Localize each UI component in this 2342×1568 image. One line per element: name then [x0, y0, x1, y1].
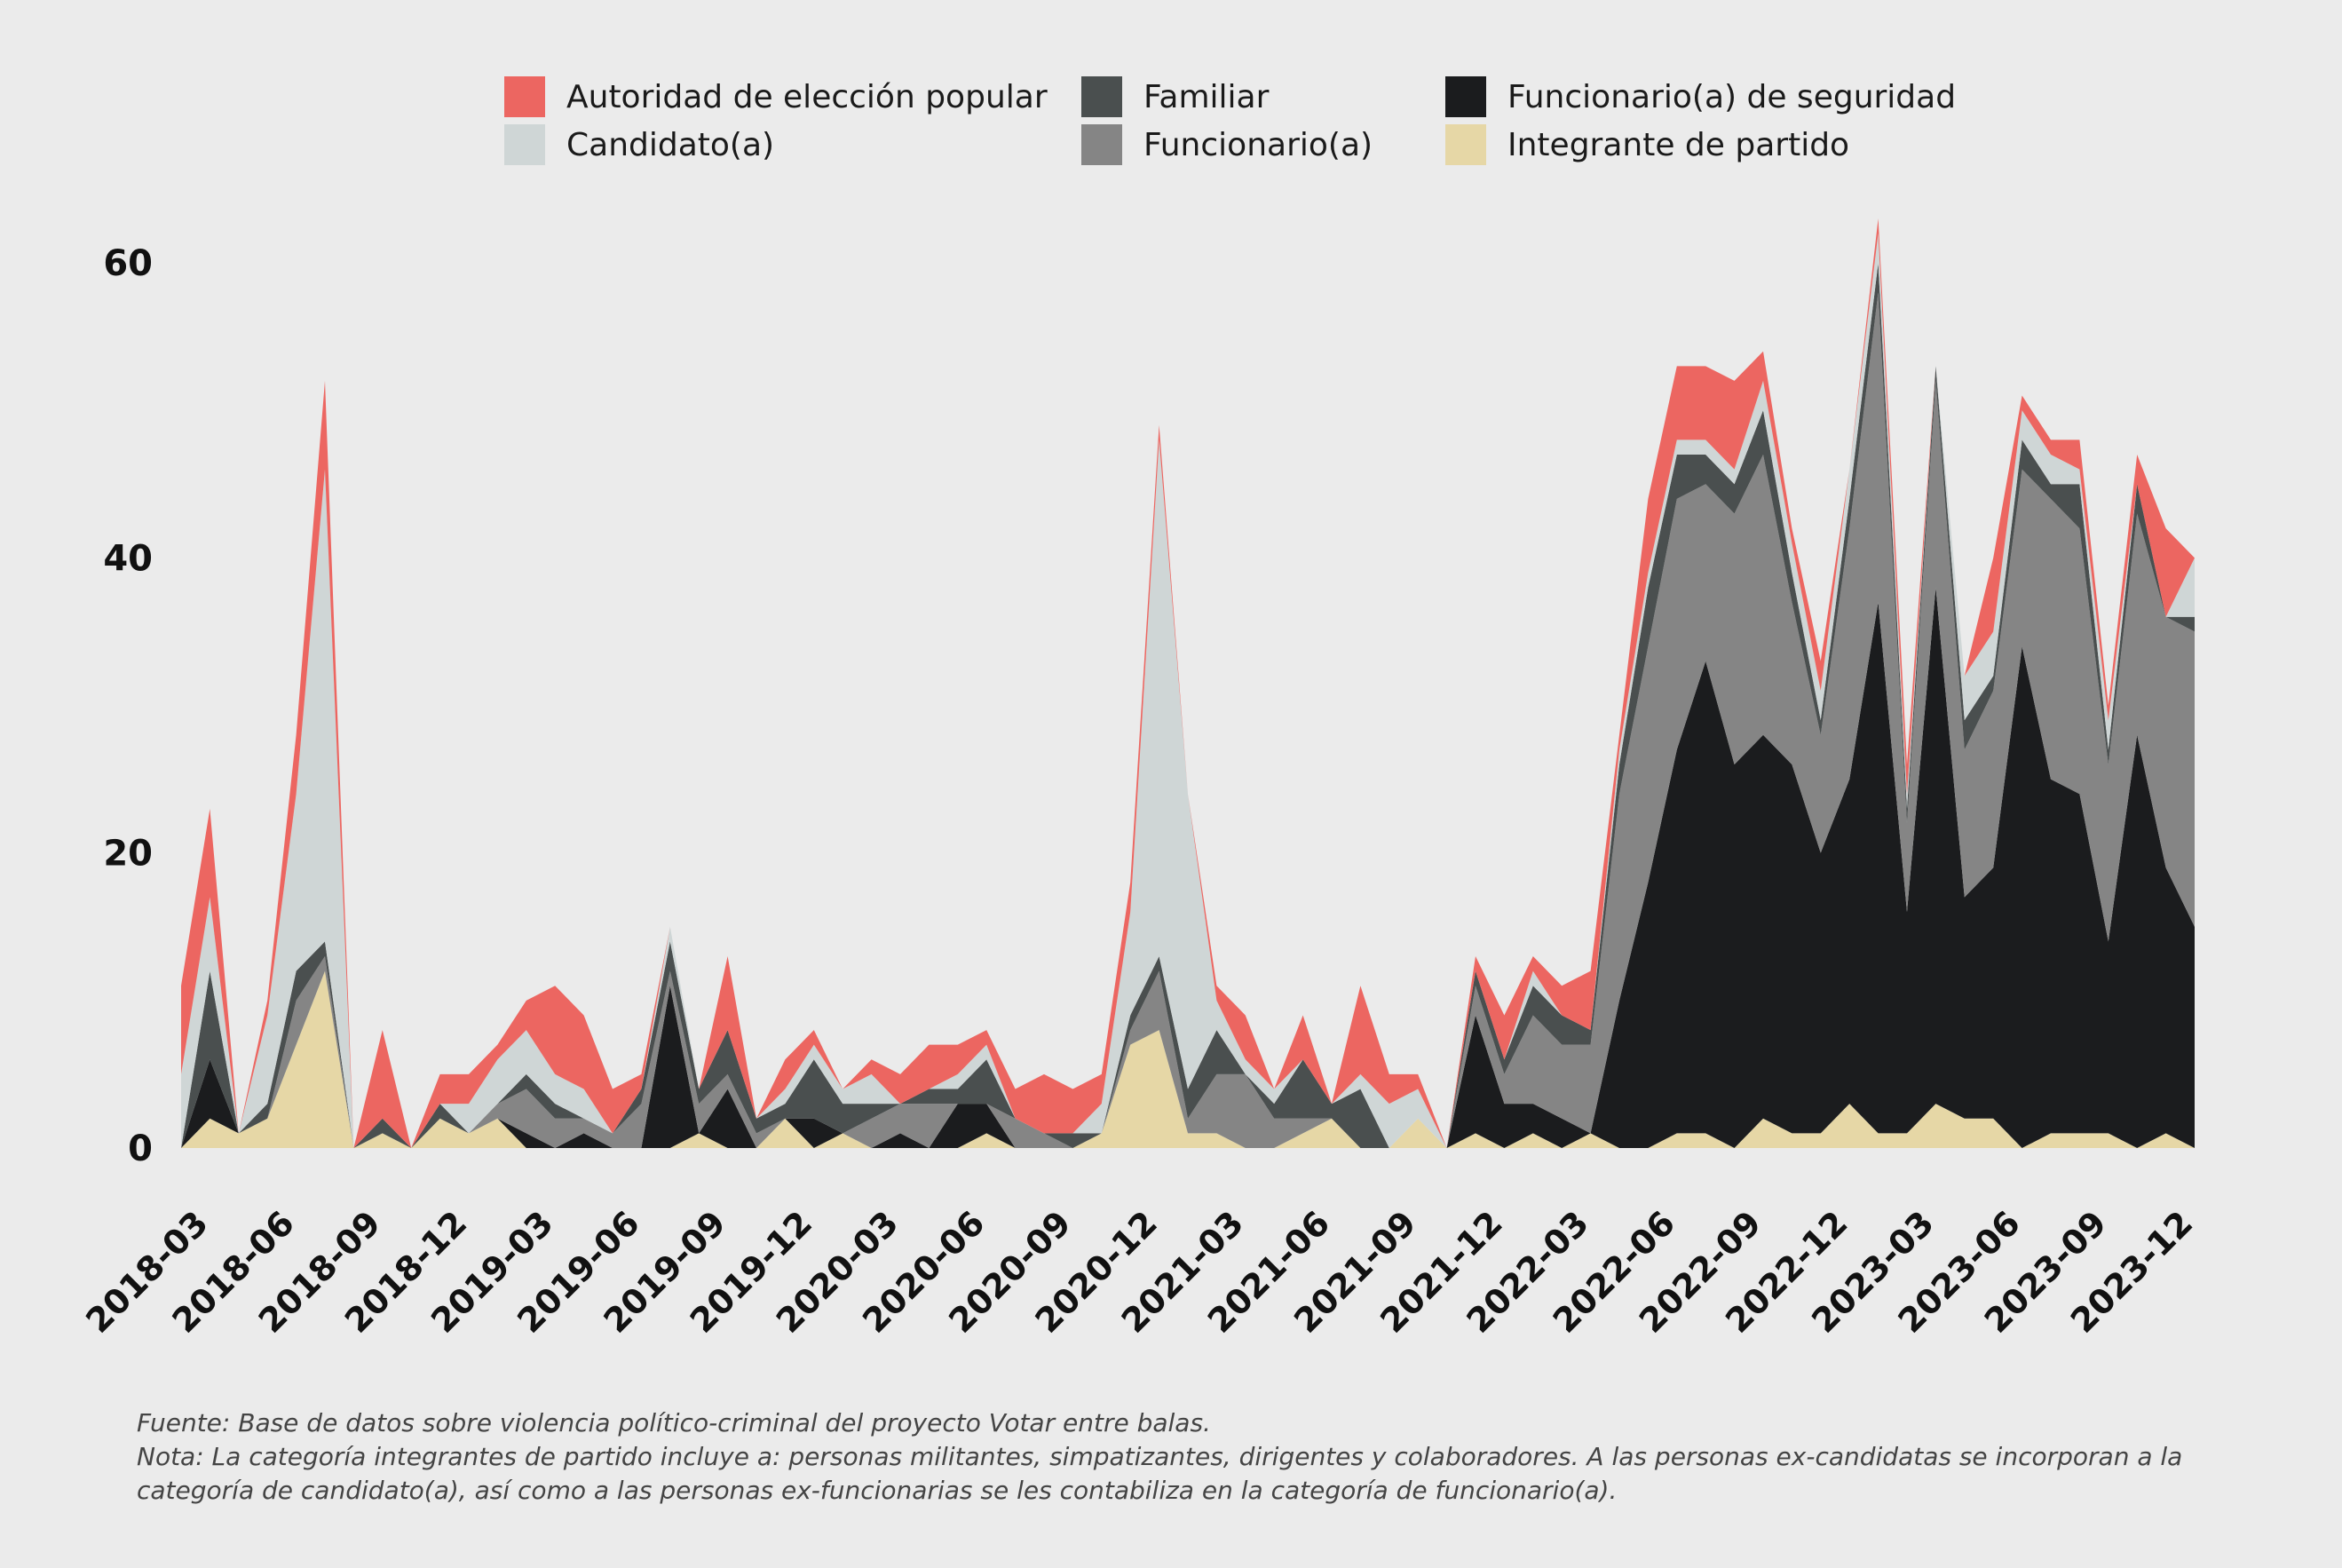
area-series-0 — [181, 970, 2195, 1148]
legend-label: Integrante de partido — [1507, 126, 1850, 163]
area-series-group — [181, 218, 2195, 1149]
legend-swatch-icon — [1081, 76, 1122, 117]
area-series-5 — [181, 218, 2195, 1148]
legend-swatch-icon — [1081, 124, 1122, 165]
legend-item-candidato: Candidato(a) — [504, 124, 774, 165]
y-tick-label: 0 — [128, 1128, 153, 1169]
area-series-3 — [181, 263, 2195, 1148]
legend-swatch-icon — [504, 124, 545, 165]
legend-item-funcionario: Funcionario(a) — [1081, 124, 1373, 165]
footnotes: Fuente: Base de datos sobre violencia po… — [137, 1406, 2267, 1508]
area-series-2 — [181, 292, 2195, 1148]
legend-item-integrante: Integrante de partido — [1445, 124, 1849, 165]
legend-item-funcionario-seguridad: Funcionario(a) de seguridad — [1445, 76, 1956, 117]
area-series-1 — [181, 587, 2195, 1148]
legend-swatch-icon — [1445, 124, 1486, 165]
legend: Autoridad de elección popular Familiar F… — [504, 76, 2014, 174]
area-series-4 — [181, 233, 2195, 1149]
source-note: Fuente: Base de datos sobre violencia po… — [137, 1408, 1211, 1437]
legend-swatch-icon — [1445, 76, 1486, 117]
legend-label: Candidato(a) — [566, 126, 775, 163]
y-tick-label: 20 — [103, 834, 153, 875]
legend-item-familiar: Familiar — [1081, 76, 1269, 117]
method-note: Nota: La categoría integrantes de partid… — [137, 1442, 2183, 1505]
y-tick-label: 60 — [103, 243, 153, 284]
legend-label: Funcionario(a) de seguridad — [1507, 78, 1957, 115]
legend-label: Autoridad de elección popular — [566, 78, 1048, 115]
y-axis: 0 20 40 60 — [103, 243, 153, 1169]
x-axis: 2018-032018-062018-092018-122019-032019-… — [78, 1203, 2200, 1340]
legend-swatch-icon — [504, 76, 545, 117]
y-tick-label: 40 — [103, 538, 153, 579]
legend-label: Familiar — [1143, 78, 1270, 115]
legend-label: Funcionario(a) — [1143, 126, 1373, 163]
legend-item-autoridad: Autoridad de elección popular — [504, 76, 1048, 117]
